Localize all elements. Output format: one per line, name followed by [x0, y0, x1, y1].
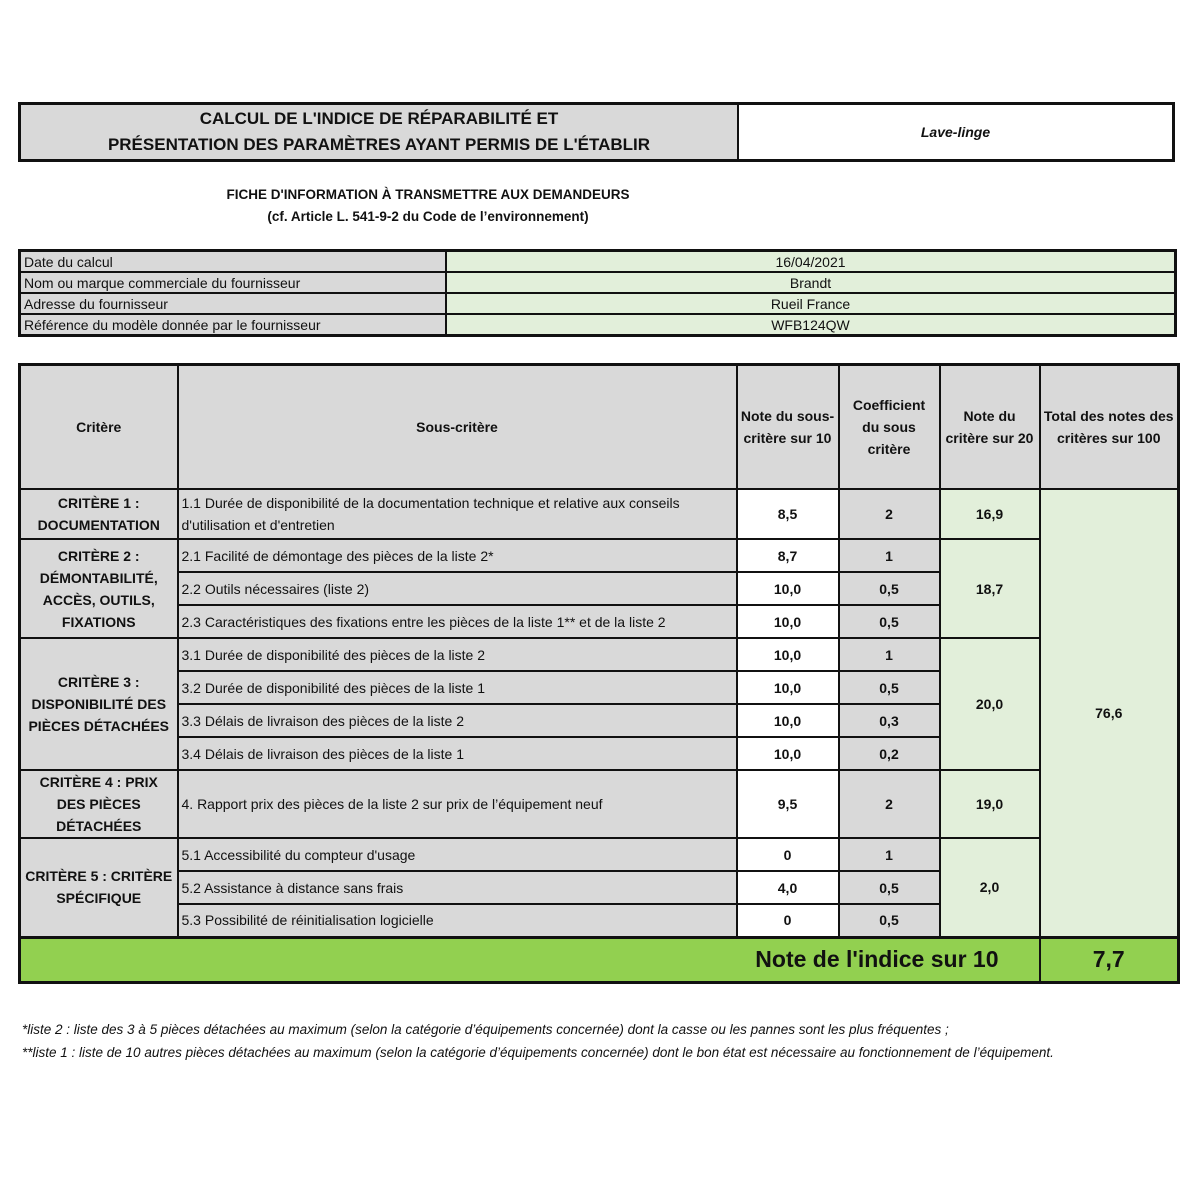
- header-total: Total des notes des critères sur 100: [1038, 363, 1180, 490]
- info-label: Nom ou marque commerciale du fournisseur: [18, 271, 447, 294]
- title-line-1: CALCUL DE L'INDICE DE RÉPARABILITÉ ET: [199, 109, 559, 128]
- table-row: CRITÈRE 2 : DÉMONTABILITÉ, ACCÈS, OUTILS…: [18, 538, 1179, 639]
- sub-score: 8,7: [735, 538, 840, 573]
- header-sous-critere: Sous-critère: [176, 363, 738, 490]
- sub-score: 10,0: [735, 571, 840, 606]
- total-score: 76,6: [1038, 488, 1180, 938]
- footnote-2: **liste 1 : liste de 10 autres pièces dé…: [22, 1045, 1054, 1060]
- footnote-1: *liste 2 : liste des 3 à 5 pièces détach…: [22, 1022, 949, 1037]
- sub-criterion: 3.3 Délais de livraison des pièces de la…: [176, 703, 738, 738]
- coefficient: 0,5: [837, 870, 941, 905]
- subtitle-line-2: (cf. Article L. 541-9-2 du Code de l’env…: [267, 209, 589, 224]
- info-row: Nom ou marque commerciale du fournisseur…: [18, 271, 1177, 294]
- subtitle: FICHE D'INFORMATION À TRANSMETTRE AUX DE…: [0, 184, 856, 228]
- subtitle-line-1: FICHE D'INFORMATION À TRANSMETTRE AUX DE…: [226, 187, 630, 202]
- criterion-score: 18,7: [938, 538, 1041, 639]
- title-line-2: PRÉSENTATION DES PARAMÈTRES AYANT PERMIS…: [107, 135, 651, 154]
- info-label: Référence du modèle donnée par le fourni…: [18, 313, 447, 337]
- sub-criterion: 5.3 Possibilité de réinitialisation logi…: [176, 903, 738, 938]
- sub-criterion: 5.1 Accessibilité du compteur d'usage: [176, 837, 738, 872]
- header-coefficient: Coefficient du sous critère: [837, 363, 941, 490]
- sub-score: 9,5: [735, 769, 840, 839]
- info-label: Adresse du fournisseur: [18, 292, 447, 315]
- sub-score: 0: [735, 903, 840, 938]
- table-row: 5.2 Assistance à distance sans frais 4,0…: [20, 870, 1179, 905]
- sub-score: 8,5: [735, 488, 840, 540]
- table-row: 3.4 Délais de livraison des pièces de la…: [20, 736, 1179, 771]
- criterion-score: 19,0: [938, 769, 1041, 839]
- coefficient: 1: [837, 837, 941, 872]
- table-row: CRITÈRE 5 : CRITÈRE SPÉCIFIQUE 5.1 Acces…: [18, 837, 1179, 938]
- criterion-name: CRITÈRE 4 : PRIX DES PIÈCES DÉTACHÉES: [18, 769, 179, 839]
- info-value: Brandt: [445, 271, 1177, 294]
- final-score-row: Note de l'indice sur 10 7,7: [18, 935, 1180, 983]
- sub-criterion: 2.2 Outils nécessaires (liste 2): [176, 571, 738, 606]
- score-table: Critère Sous-critère Note du sous-critèr…: [18, 363, 1180, 984]
- criterion-name: CRITÈRE 5 : CRITÈRE SPÉCIFIQUE: [18, 837, 179, 938]
- sub-score: 4,0: [735, 870, 840, 905]
- sub-score: 10,0: [735, 736, 840, 771]
- coefficient: 0,5: [837, 903, 941, 938]
- info-row: Référence du modèle donnée par le fourni…: [18, 313, 1177, 337]
- coefficient: 0,3: [837, 703, 941, 738]
- sub-score: 0: [735, 837, 840, 872]
- table-row: 5.3 Possibilité de réinitialisation logi…: [20, 903, 1179, 938]
- criterion-score: 16,9: [938, 488, 1041, 540]
- product-type: Lave-linge: [920, 124, 991, 140]
- coefficient: 1: [837, 538, 941, 573]
- table-row: CRITÈRE 3 : DISPONIBILITÉ DES PIÈCES DÉT…: [18, 637, 1179, 771]
- info-label: Date du calcul: [18, 249, 447, 273]
- header-note-sous-critere: Note du sous-critère sur 10: [735, 363, 840, 490]
- info-row: Adresse du fournisseur Rueil France: [18, 292, 1177, 315]
- final-score-value: 7,7: [1038, 935, 1180, 983]
- final-score-label: Note de l'indice sur 10: [18, 935, 1041, 983]
- info-row: Date du calcul 16/04/2021: [18, 249, 1177, 273]
- criterion-name: CRITÈRE 1 : DOCUMENTATION: [18, 488, 179, 540]
- sub-criterion: 1.1 Durée de disponibilité de la documen…: [176, 488, 738, 540]
- criterion-score: 2,0: [938, 837, 1041, 938]
- criterion-score: 20,0: [938, 637, 1041, 771]
- sub-score: 10,0: [735, 637, 840, 672]
- sub-criterion: 4. Rapport prix des pièces de la liste 2…: [176, 769, 738, 839]
- sub-criterion: 3.1 Durée de disponibilité des pièces de…: [176, 637, 738, 672]
- sub-criterion: 2.1 Facilité de démontage des pièces de …: [176, 538, 738, 573]
- criterion-name: CRITÈRE 3 : DISPONIBILITÉ DES PIÈCES DÉT…: [18, 637, 179, 771]
- footnotes: *liste 2 : liste des 3 à 5 pièces détach…: [22, 1018, 1162, 1064]
- coefficient: 2: [837, 488, 941, 540]
- coefficient: 0,2: [837, 736, 941, 771]
- info-value: WFB124QW: [445, 313, 1177, 337]
- criterion-name: CRITÈRE 2 : DÉMONTABILITÉ, ACCÈS, OUTILS…: [18, 538, 179, 639]
- sub-criterion: 5.2 Assistance à distance sans frais: [176, 870, 738, 905]
- header-note-critere: Note du critère sur 20: [938, 363, 1041, 490]
- sub-criterion: 3.4 Délais de livraison des pièces de la…: [176, 736, 738, 771]
- info-value: 16/04/2021: [445, 249, 1177, 273]
- title-box: CALCUL DE L'INDICE DE RÉPARABILITÉ ET PR…: [18, 102, 1175, 162]
- table-row: 2.2 Outils nécessaires (liste 2) 10,0 0,…: [20, 571, 1179, 606]
- table-row: CRITÈRE 4 : PRIX DES PIÈCES DÉTACHÉES 4.…: [18, 769, 1179, 839]
- sub-criterion: 3.2 Durée de disponibilité des pièces de…: [176, 670, 738, 705]
- table-row: CRITÈRE 1 : DOCUMENTATION 1.1 Durée de d…: [18, 488, 1180, 938]
- sub-score: 10,0: [735, 670, 840, 705]
- header-row: Critère Sous-critère Note du sous-critèr…: [18, 363, 1180, 490]
- table-row: 3.2 Durée de disponibilité des pièces de…: [20, 670, 1179, 705]
- info-table: Date du calcul 16/04/2021 Nom ou marque c…: [18, 249, 1177, 337]
- coefficient: 0,5: [837, 604, 941, 639]
- header-critere: Critère: [18, 363, 179, 490]
- sub-score: 10,0: [735, 703, 840, 738]
- table-row: 2.3 Caractéristiques des fixations entre…: [20, 604, 1179, 639]
- sub-score: 10,0: [735, 604, 840, 639]
- info-value: Rueil France: [445, 292, 1177, 315]
- sub-criterion: 2.3 Caractéristiques des fixations entre…: [176, 604, 738, 639]
- table-row: 3.3 Délais de livraison des pièces de la…: [20, 703, 1179, 738]
- coefficient: 0,5: [837, 670, 941, 705]
- coefficient: 2: [837, 769, 941, 839]
- coefficient: 0,5: [837, 571, 941, 606]
- coefficient: 1: [837, 637, 941, 672]
- document-title: CALCUL DE L'INDICE DE RÉPARABILITÉ ET PR…: [21, 105, 739, 159]
